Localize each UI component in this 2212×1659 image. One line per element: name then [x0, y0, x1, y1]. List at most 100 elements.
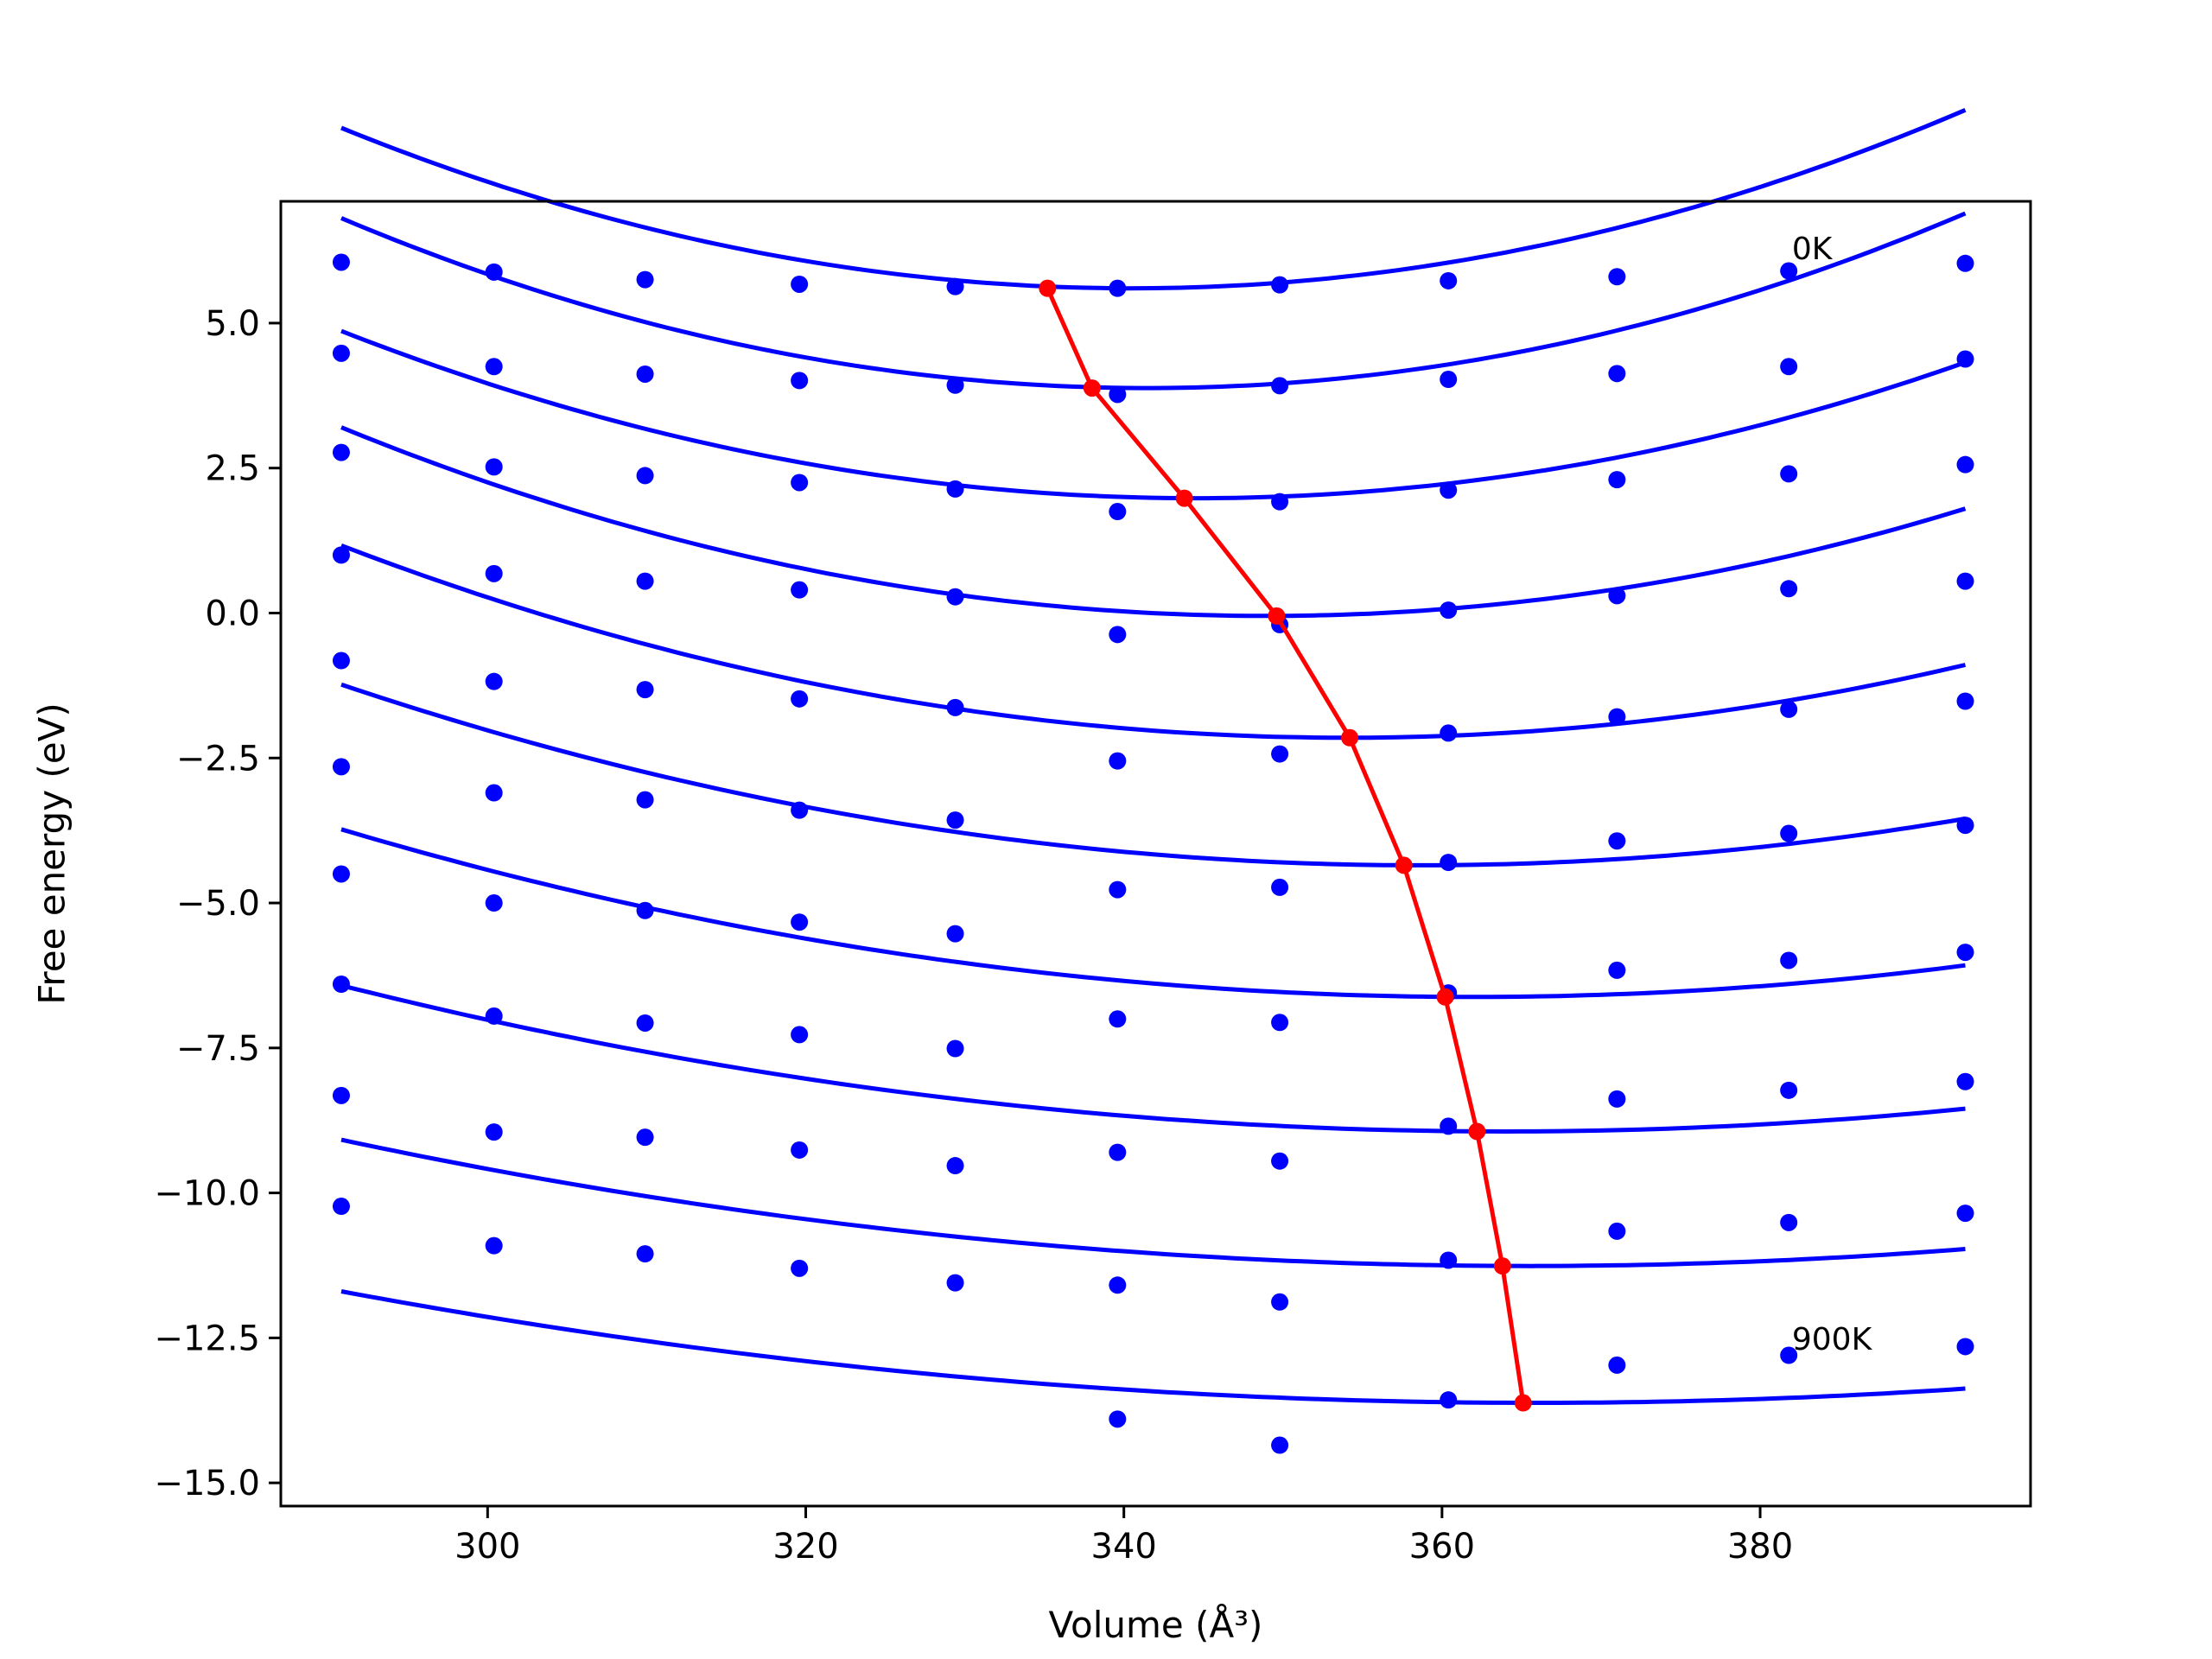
- data-point: [636, 365, 654, 383]
- data-point: [485, 1236, 503, 1255]
- data-point: [791, 1259, 809, 1277]
- minimum-point: [1395, 856, 1413, 874]
- data-point: [1109, 1276, 1127, 1294]
- fit-curve-7: [340, 827, 1966, 1000]
- data-point: [791, 372, 809, 390]
- fit-curve-9: [340, 1137, 1966, 1268]
- fit-curve-8: [340, 983, 1966, 1134]
- data-point: [791, 913, 809, 931]
- y-tick-label: −15.0: [154, 1464, 260, 1503]
- data-point: [636, 270, 654, 289]
- data-point: [1109, 1143, 1127, 1161]
- axes: 300 320 340 360 380 5.0 2.5 0.0 −2.5 −5.0 −7.5 −10.…: [154, 200, 2032, 1567]
- data-point: [1608, 708, 1626, 726]
- y-axis-label: Free energy (eV): [31, 702, 73, 1005]
- fit-curve-10: [340, 1289, 1966, 1405]
- y-tick-label: 5.0: [205, 304, 260, 344]
- data-point: [332, 253, 350, 271]
- fit-curve-2: [340, 211, 1967, 391]
- data-point: [485, 894, 503, 912]
- minimum-point: [1039, 279, 1057, 297]
- data-point: [332, 546, 350, 564]
- y-tick-label: −5.0: [176, 884, 260, 924]
- data-point: [1109, 1410, 1127, 1428]
- data-point: [332, 1198, 350, 1216]
- data-point: [1780, 262, 1798, 280]
- data-point: [946, 480, 964, 498]
- x-tick-label: 300: [454, 1527, 520, 1567]
- data-point: [1608, 1090, 1626, 1108]
- data-point: [1780, 700, 1798, 718]
- minimum-point: [1468, 1122, 1486, 1141]
- data-point: [1440, 1251, 1458, 1269]
- fit-curve-6: [340, 682, 1966, 868]
- data-point: [1608, 832, 1626, 850]
- x-tick-label: 320: [772, 1527, 838, 1567]
- annotation-label: 900K: [1792, 1322, 1873, 1357]
- data-point: [1956, 1338, 1974, 1356]
- y-tick-label: 2.5: [205, 449, 260, 489]
- data-point: [1271, 1436, 1289, 1454]
- data-point: [332, 1086, 350, 1104]
- data-point: [1271, 745, 1289, 763]
- data-point: [1608, 365, 1626, 383]
- annotation-label: 0K: [1792, 232, 1834, 267]
- data-point: [946, 1039, 964, 1058]
- data-point: [1440, 854, 1458, 872]
- data-point: [1608, 471, 1626, 489]
- data-point: [636, 681, 654, 699]
- minimum-point: [1268, 607, 1286, 625]
- y-tick-label: −12.5: [154, 1319, 260, 1358]
- data-point: [946, 277, 964, 296]
- data-point: [1271, 493, 1289, 511]
- data-point: [1440, 1391, 1458, 1409]
- minimum-point: [1175, 489, 1193, 507]
- x-tick-label: 380: [1727, 1527, 1793, 1567]
- data-point: [1271, 1293, 1289, 1311]
- minimum-point: [1341, 728, 1359, 747]
- data-point: [1780, 465, 1798, 483]
- minimum-point: [1514, 1394, 1532, 1412]
- minimum-point: [1083, 379, 1101, 397]
- data-point: [1956, 455, 1974, 474]
- minimum-point: [1493, 1257, 1511, 1275]
- data-point: [1780, 951, 1798, 969]
- data-point: [1271, 878, 1289, 896]
- data-point: [485, 784, 503, 802]
- data-point: [791, 1026, 809, 1044]
- data-point: [332, 443, 350, 461]
- data-point: [791, 581, 809, 599]
- data-point: [332, 758, 350, 776]
- data-point: [485, 672, 503, 690]
- data-point: [791, 801, 809, 819]
- minimum-path: [1039, 279, 1532, 1412]
- data-point: [1956, 572, 1974, 590]
- data-point: [1109, 626, 1127, 644]
- data-point: [636, 901, 654, 919]
- data-point: [485, 564, 503, 582]
- data-point: [946, 588, 964, 606]
- data-point: [1109, 1010, 1127, 1028]
- data-point: [946, 376, 964, 394]
- data-point: [1271, 1014, 1289, 1032]
- data-point: [1440, 481, 1458, 499]
- data-point: [1956, 692, 1974, 710]
- data-point: [1608, 961, 1626, 979]
- data-point: [636, 1014, 654, 1032]
- y-tick-label: 0.0: [205, 594, 260, 633]
- x-tick-label: 360: [1409, 1527, 1475, 1567]
- data-point: [1271, 1152, 1289, 1170]
- data-point: [332, 865, 350, 883]
- data-point: [485, 1123, 503, 1141]
- data-point: [636, 467, 654, 485]
- data-point: [1780, 358, 1798, 376]
- data-point: [1780, 580, 1798, 598]
- data-point: [791, 275, 809, 293]
- data-points: [332, 253, 1974, 1454]
- data-point: [791, 690, 809, 708]
- data-point: [332, 344, 350, 362]
- fit-curve-4: [340, 425, 1967, 619]
- data-point: [1109, 752, 1127, 770]
- data-point: [1956, 817, 1974, 835]
